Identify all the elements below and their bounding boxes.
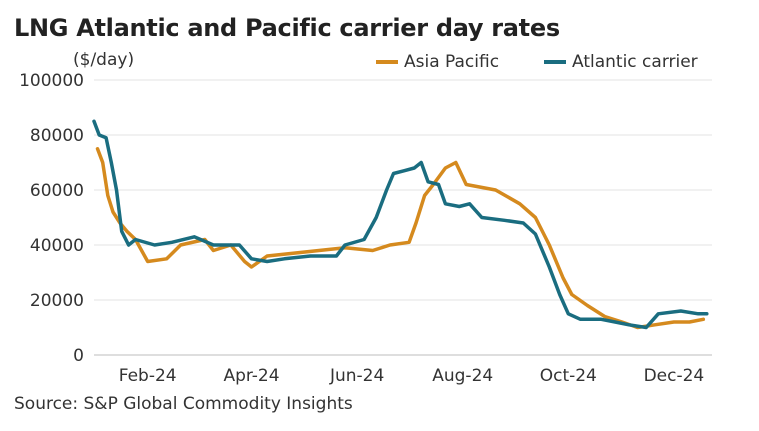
x-tick-label: Oct-24 — [540, 366, 597, 386]
x-tick-label: Feb-24 — [119, 366, 177, 386]
y-axis-unit-label: ($/day) — [73, 50, 135, 70]
x-tick-label: Jun-24 — [329, 366, 384, 386]
legend-swatch-asia-pacific — [376, 60, 398, 64]
y-tick-label: 20000 — [30, 291, 84, 311]
source-note: Source: S&P Global Commodity Insights — [14, 394, 353, 414]
y-tick-label: 40000 — [30, 236, 84, 256]
y-tick-label: 80000 — [30, 126, 84, 146]
legend-item-atlantic-carrier: Atlantic carrier — [544, 52, 698, 72]
legend-label-atlantic-carrier: Atlantic carrier — [572, 52, 698, 72]
y-tick-label: 60000 — [30, 181, 84, 201]
legend-item-asia-pacific: Asia Pacific — [376, 52, 499, 72]
y-tick-label: 100000 — [19, 71, 84, 91]
x-tick-label: Apr-24 — [223, 366, 279, 386]
series-line-atlantic-carrier — [92, 119, 709, 330]
legend-label-asia-pacific: Asia Pacific — [404, 52, 500, 72]
x-tick-label: Dec-24 — [644, 366, 705, 386]
y-tick-label: 0 — [73, 346, 84, 366]
chart-title: LNG Atlantic and Pacific carrier day rat… — [14, 14, 560, 42]
x-tick-label: Aug-24 — [432, 366, 493, 386]
legend-swatch-atlantic-carrier — [544, 60, 566, 64]
series-line-asia-pacific — [95, 147, 706, 330]
